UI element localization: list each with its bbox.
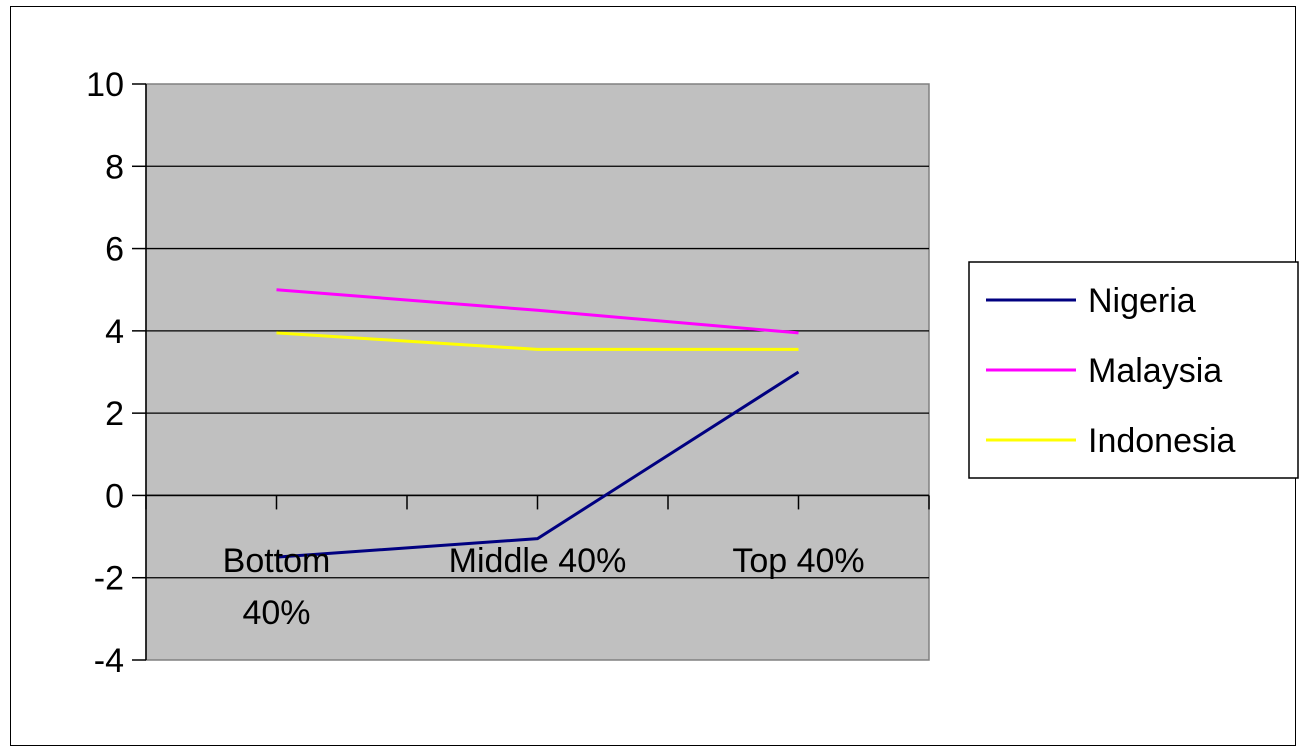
y-tick-label: 4 — [105, 313, 124, 351]
x-axis-category-labels: Bottom 40% Middle 40% Top 40% — [223, 542, 865, 632]
series-line-indonesia — [276, 331, 799, 351]
y-tick-label: 6 — [105, 231, 124, 269]
legend-label-nigeria: Nigeria — [1088, 282, 1196, 320]
axes — [132, 83, 930, 661]
legend: Nigeria Malaysia Indonesia — [968, 261, 1299, 479]
x-category-label: Bottom — [223, 542, 331, 580]
x-category-label: Top 40% — [732, 542, 864, 580]
y-tick-label: -2 — [94, 560, 124, 598]
y-axis-tick-labels: 10 8 6 4 2 0 -2 -4 — [86, 66, 124, 680]
y-tick-label: 2 — [105, 395, 124, 433]
legend-label-malaysia: Malaysia — [1088, 352, 1222, 390]
series-line-nigeria — [276, 370, 800, 559]
y-tick-label: -4 — [94, 642, 124, 680]
x-category-label: Middle 40% — [449, 542, 627, 580]
x-category-label: 40% — [242, 594, 310, 632]
y-tick-label: 0 — [105, 477, 124, 515]
y-tick-label: 8 — [105, 148, 124, 186]
y-tick-label: 10 — [86, 66, 124, 104]
legend-label-indonesia: Indonesia — [1088, 422, 1236, 460]
series-lines — [276, 288, 800, 559]
series-line-malaysia — [276, 288, 799, 335]
